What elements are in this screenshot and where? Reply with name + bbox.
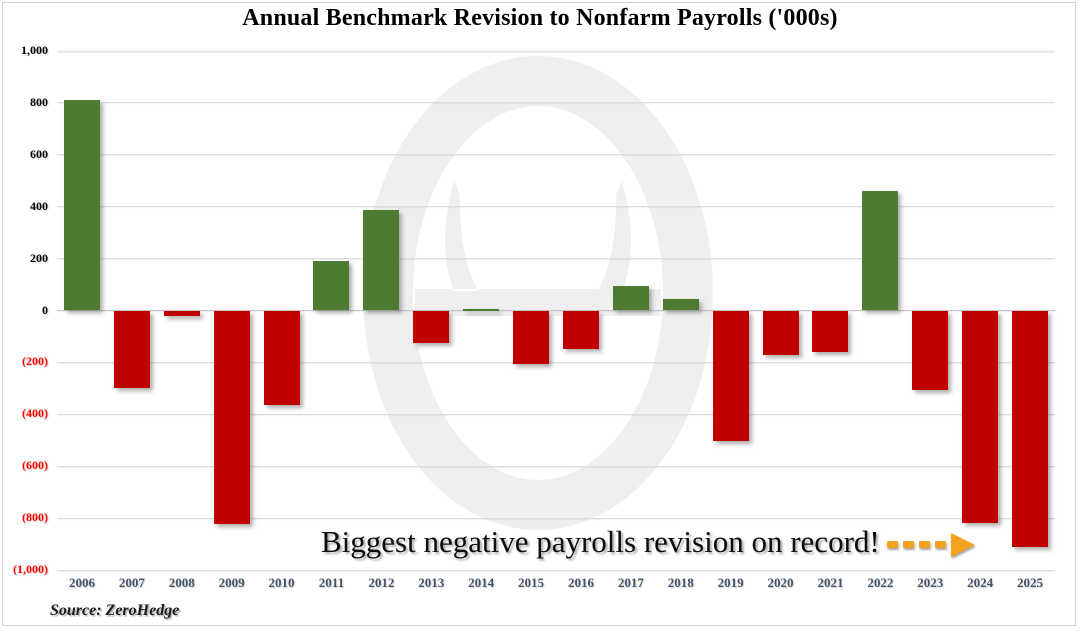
y-axis-tick-label: (400) [22, 406, 48, 421]
x-axis-label-2023: 2023 [917, 575, 944, 590]
bar-2011 [313, 260, 350, 311]
y-axis-tick-label: 1,000 [21, 43, 48, 57]
bar-2017 [612, 285, 649, 311]
gridline-400 [57, 206, 1055, 208]
bar-2024 [962, 310, 999, 523]
zerohedge-logo-watermark [363, 56, 713, 530]
y-axis-tick-label: 200 [30, 250, 48, 265]
bar-2012 [363, 210, 400, 311]
bar-2023 [912, 310, 949, 390]
y-axis-tick-label: (600) [22, 458, 48, 473]
y-axis-tick-label: (200) [22, 354, 48, 369]
gridline-800 [57, 102, 1055, 104]
bar-2016 [562, 310, 599, 350]
x-axis-label-2025: 2025 [1017, 575, 1044, 590]
x-axis-label-2009: 2009 [218, 575, 245, 590]
x-axis-label-2011: 2011 [318, 575, 345, 590]
x-axis-label-2007: 2007 [118, 575, 145, 590]
bar-2006 [63, 100, 100, 311]
gridline--600 [57, 465, 1055, 467]
x-axis-label-2019: 2019 [717, 575, 744, 590]
bar-2014 [463, 308, 500, 311]
gridline-0 [57, 310, 1055, 311]
y-axis-tick-label: 600 [30, 146, 48, 161]
x-axis-label-2018: 2018 [667, 575, 694, 590]
gridline-200 [57, 258, 1055, 260]
y-axis-tick-label: 0 [42, 302, 48, 317]
bar-2009 [213, 310, 250, 525]
gridline--800 [57, 517, 1055, 519]
gridline-1000 [57, 50, 1055, 52]
x-axis-label-2021: 2021 [817, 575, 844, 590]
x-axis-label-2013: 2013 [418, 575, 445, 590]
dashed-arrow-right-icon [886, 533, 975, 557]
source-note: Source: ZeroHedge [50, 602, 180, 619]
bar-2020 [762, 310, 799, 356]
bar-2010 [263, 310, 300, 406]
x-axis-label-2020: 2020 [767, 575, 794, 590]
bar-2015 [513, 310, 550, 365]
y-axis-tick-label: (800) [22, 510, 48, 525]
x-axis-label-2022: 2022 [867, 575, 894, 590]
x-axis-label-2015: 2015 [518, 575, 545, 590]
bar-2019 [712, 310, 749, 441]
y-axis-tick-label: 800 [30, 94, 48, 109]
gridline--400 [57, 413, 1055, 415]
annotation: Biggest negative payrolls revision on re… [321, 524, 979, 560]
x-axis-label-2017: 2017 [617, 575, 644, 590]
bar-2025 [1012, 310, 1049, 547]
chart-frame-border [2, 2, 1076, 626]
bar-2018 [662, 299, 699, 311]
gridline--1000 [57, 569, 1055, 571]
bar-2008 [163, 310, 200, 316]
x-axis-label-2024: 2024 [967, 575, 994, 590]
bar-2022 [862, 190, 899, 311]
x-axis-label-2006: 2006 [68, 575, 95, 590]
chart-title: Annual Benchmark Revision to Nonfarm Pay… [242, 5, 838, 31]
bar-2013 [413, 310, 450, 343]
x-axis-label-2016: 2016 [567, 575, 594, 590]
annotation-text: Biggest negative payrolls revision on re… [321, 524, 880, 559]
gridline--200 [57, 361, 1055, 363]
bar-2007 [113, 310, 150, 388]
y-axis-tick-label: 400 [30, 198, 48, 213]
gridline-600 [57, 154, 1055, 156]
x-axis-label-2010: 2010 [268, 575, 295, 590]
bar-2021 [812, 310, 849, 353]
x-axis-label-2008: 2008 [168, 575, 195, 590]
x-axis-label-2014: 2014 [468, 575, 495, 590]
x-axis-label-2012: 2012 [368, 575, 395, 590]
y-axis-tick-label: (1,000) [13, 562, 48, 576]
